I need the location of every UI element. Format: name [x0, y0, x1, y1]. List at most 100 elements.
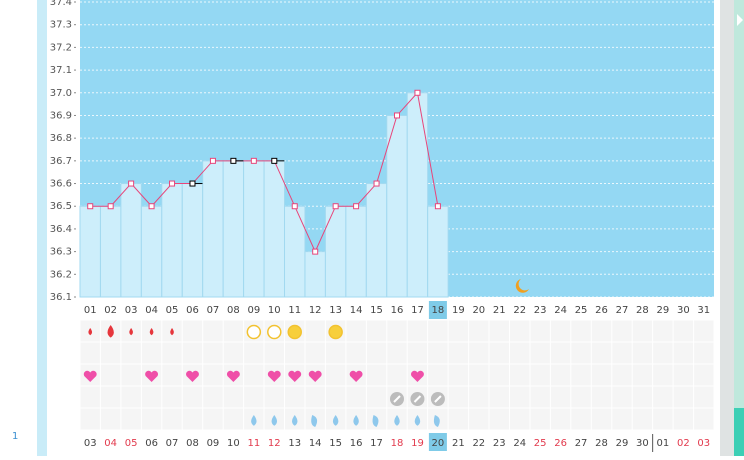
x-tick-label[interactable]: 02	[104, 305, 117, 316]
x-tick-label[interactable]: 31	[697, 305, 710, 316]
date-label[interactable]: 05	[125, 438, 138, 449]
date-label[interactable]: 27	[575, 438, 588, 449]
date-label[interactable]: 16	[350, 438, 363, 449]
test-stripe	[393, 395, 401, 403]
date-label[interactable]: 01	[657, 438, 670, 449]
date-label[interactable]: 30	[636, 438, 649, 449]
x-tick-label[interactable]: 08	[227, 305, 240, 316]
date-label[interactable]: 13	[288, 438, 301, 449]
y-tick-label: 36.9	[50, 110, 72, 121]
x-tick-label[interactable]: 30	[677, 305, 690, 316]
temp-marker	[209, 157, 216, 164]
x-tick-label[interactable]: 09	[247, 305, 260, 316]
date-label[interactable]: 08	[186, 438, 199, 449]
x-tick-label[interactable]: 16	[391, 305, 404, 316]
x-tick-label[interactable]: 22	[513, 305, 526, 316]
x-tick-label[interactable]: 20	[472, 305, 485, 316]
drop-curl-icon	[311, 415, 318, 427]
x-tick-label[interactable]: 04	[145, 305, 158, 316]
drop-icon	[88, 328, 93, 336]
y-tick-label: 36.6	[50, 179, 72, 190]
date-label[interactable]: 20	[432, 438, 445, 449]
drop-icon	[251, 415, 257, 426]
date-label[interactable]: 29	[616, 438, 629, 449]
date-label[interactable]: 12	[268, 438, 281, 449]
heart-icon	[186, 370, 199, 382]
temp-bar	[406, 92, 429, 298]
date-label[interactable]: 25	[534, 438, 547, 449]
x-tick-label[interactable]: 23	[534, 305, 547, 316]
y-tick-label: 36.2	[50, 269, 72, 280]
y-tick-label: 36.8	[50, 133, 72, 144]
temp-marker	[373, 180, 380, 187]
date-label[interactable]: 03	[84, 438, 97, 449]
temp-marker	[312, 248, 319, 255]
date-label[interactable]: 07	[166, 438, 179, 449]
drop-curl-icon	[372, 415, 379, 427]
date-label[interactable]: 19	[411, 438, 424, 449]
date-label[interactable]: 15	[329, 438, 342, 449]
date-label[interactable]: 04	[104, 438, 117, 449]
drop-icon	[332, 415, 339, 426]
x-tick-label[interactable]: 21	[493, 305, 506, 316]
date-label[interactable]: 14	[309, 438, 322, 449]
temp-bar	[120, 183, 142, 298]
heart-icon	[349, 370, 363, 382]
x-tick-label[interactable]: 11	[288, 305, 301, 316]
x-tick-label[interactable]: 25	[575, 305, 588, 316]
date-label[interactable]: 18	[391, 438, 404, 449]
date-label[interactable]: 21	[452, 438, 465, 449]
x-tick-label[interactable]: 26	[595, 305, 608, 316]
date-label[interactable]: 11	[247, 438, 260, 449]
x-tick-label[interactable]: 01	[84, 305, 97, 316]
x-tick-label[interactable]: 12	[309, 305, 322, 316]
date-label[interactable]: 22	[472, 438, 485, 449]
date-label[interactable]: 26	[554, 438, 567, 449]
date-label[interactable]: 17	[370, 438, 383, 449]
x-tick-label[interactable]: 15	[370, 305, 383, 316]
y-tick-label: 37.2	[50, 42, 72, 53]
x-tick-label[interactable]: 29	[657, 305, 670, 316]
date-label[interactable]: 23	[493, 438, 506, 449]
temp-bar	[324, 205, 347, 298]
date-label[interactable]: 28	[595, 438, 608, 449]
drop-icon	[149, 328, 154, 336]
drop-curl-icon	[433, 415, 440, 427]
x-tick-label[interactable]: 10	[268, 305, 281, 316]
x-tick-label[interactable]: 18	[432, 305, 445, 316]
date-label[interactable]: 02	[677, 438, 690, 449]
ovulation-icon	[287, 324, 302, 340]
x-tick-label[interactable]: 28	[636, 305, 649, 316]
x-tick-label[interactable]: 03	[125, 305, 138, 316]
x-tick-label[interactable]: 14	[350, 305, 363, 316]
temp-bar	[284, 205, 306, 298]
y-tick-label: 36.3	[50, 247, 72, 258]
temp-bar	[181, 183, 204, 298]
temp-marker	[291, 203, 298, 210]
temp-bar	[386, 114, 408, 298]
arrow[interactable]	[737, 14, 743, 26]
date-label[interactable]: 09	[207, 438, 220, 449]
ovulation-icon	[267, 324, 282, 340]
date-label[interactable]: 24	[513, 438, 526, 449]
temp-marker	[250, 157, 257, 164]
x-tick-label[interactable]: 24	[554, 305, 567, 316]
icon-grid	[80, 320, 714, 430]
date-label[interactable]: 06	[145, 438, 158, 449]
x-tick-label[interactable]: 17	[411, 305, 424, 316]
x-tick-label[interactable]: 13	[329, 305, 342, 316]
x-tick-label[interactable]: 27	[616, 305, 629, 316]
date-label[interactable]: 10	[227, 438, 240, 449]
x-tick-label[interactable]: 05	[166, 305, 179, 316]
temp-marker	[87, 203, 94, 210]
x-tick-label[interactable]: 07	[207, 305, 220, 316]
selected-date	[428, 433, 447, 451]
temp-bar	[140, 205, 163, 298]
drop-icon	[414, 415, 421, 426]
date-label[interactable]: 03	[697, 438, 710, 449]
x-tick-label[interactable]: 06	[186, 305, 199, 316]
y-tick-label: 37.4	[50, 0, 72, 8]
x-tick-label[interactable]: 19	[452, 305, 465, 316]
